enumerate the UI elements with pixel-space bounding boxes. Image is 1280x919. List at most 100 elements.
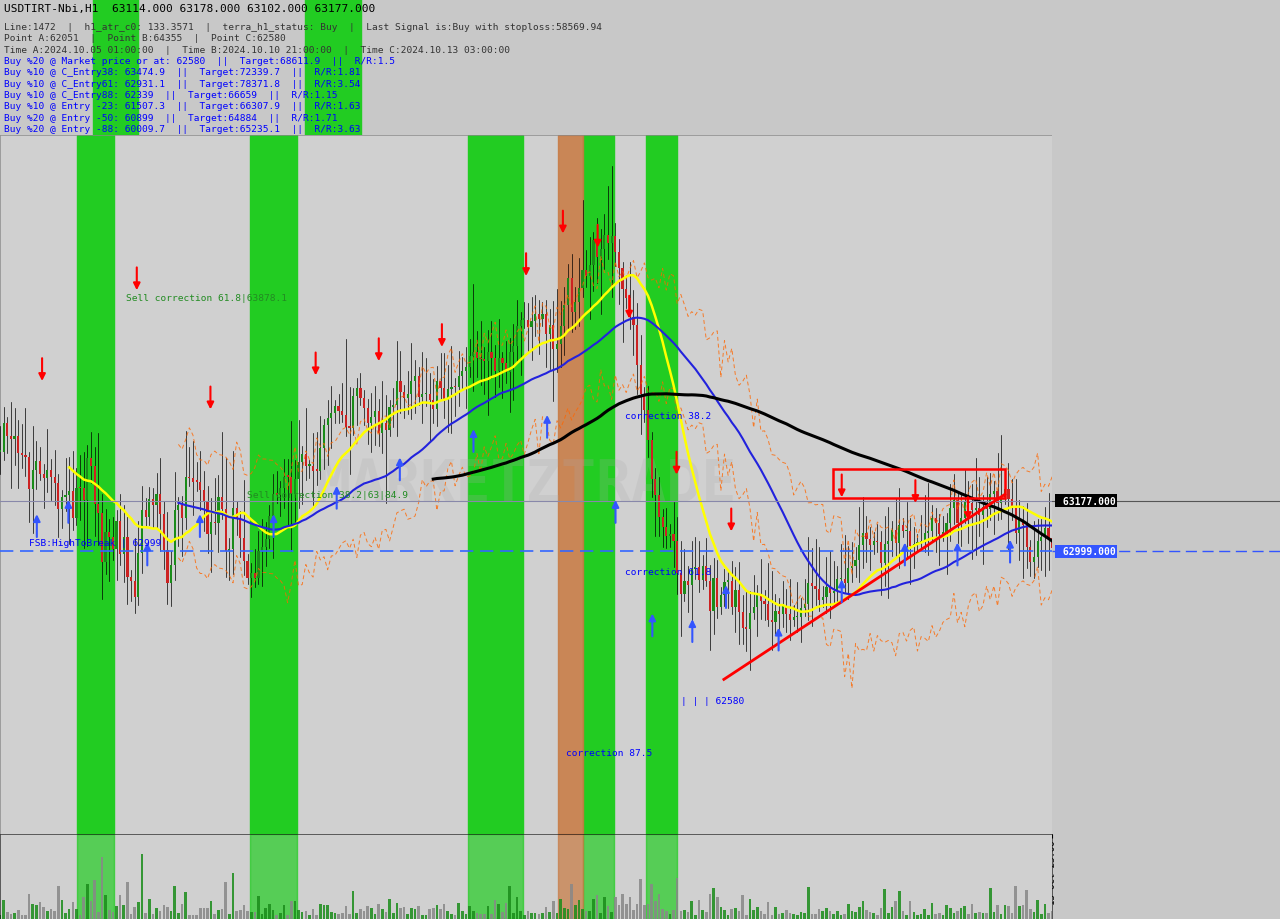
Bar [315,915,317,919]
Bar [727,580,730,582]
Bar [61,498,63,509]
Bar [38,461,41,474]
Bar [119,895,122,919]
Bar [719,596,722,607]
Bar [759,911,762,919]
Bar [319,904,321,919]
Bar [666,528,667,537]
Bar [3,900,5,919]
Bar [891,531,893,541]
Bar [93,467,96,505]
Bar [206,502,209,535]
Bar [680,912,682,919]
Bar [352,396,355,428]
Bar [636,325,639,366]
Bar [407,914,410,919]
Bar [170,911,173,919]
Bar [137,553,140,597]
Bar [293,901,296,919]
Bar [202,908,205,919]
Bar [964,502,966,518]
Bar [840,915,842,919]
Bar [869,912,872,919]
Bar [366,905,369,919]
Bar [1047,913,1050,919]
Bar [581,910,584,919]
Bar [895,531,897,543]
Bar [133,582,136,597]
Bar [123,904,125,919]
Bar [86,884,88,919]
Bar [654,480,657,495]
Bar [826,587,828,597]
Bar [723,910,726,919]
Bar [582,136,614,834]
Bar [978,913,980,919]
Bar [822,597,824,600]
Bar [883,890,886,919]
Bar [111,912,114,919]
Bar [690,901,692,919]
Bar [516,327,518,347]
Bar [709,581,710,611]
Text: Target100: 64884  ||  Target 161: 66307.9  ||  Target 261: 68611.9  ||  Target 4: Target100: 64884 || Target 161: 66307.9 … [4,136,860,145]
Bar [520,912,522,919]
Bar [996,492,998,503]
Bar [879,543,882,563]
Bar [101,514,102,562]
Bar [763,914,765,919]
Bar [611,237,613,244]
Bar [614,237,617,253]
Bar [224,881,227,919]
Bar [927,914,929,919]
Bar [32,471,33,490]
Bar [577,900,580,919]
Bar [228,549,230,551]
Bar [923,910,925,919]
Text: FSB:HighToBreak | 62999: FSB:HighToBreak | 62999 [29,539,161,548]
Bar [1041,538,1042,541]
Bar [127,881,129,919]
Bar [559,326,562,345]
Bar [541,315,544,319]
Bar [458,376,460,388]
Bar [694,567,696,569]
Bar [83,489,84,500]
Bar [538,314,540,319]
Bar [247,562,248,578]
Bar [851,566,852,569]
Bar [1011,913,1014,919]
Bar [192,479,195,482]
Bar [982,913,984,919]
Text: Buy %10 @ C_Entry88: 62339  ||  Target:66659  ||  R/R:1.15: Buy %10 @ C_Entry88: 62339 || Target:666… [4,91,338,100]
Bar [407,395,408,398]
Bar [753,910,755,919]
Bar [115,906,118,919]
Bar [899,526,900,543]
Bar [356,913,358,919]
Bar [942,532,945,535]
Bar [46,471,49,479]
Bar [403,392,406,398]
Bar [993,492,995,494]
Bar [36,461,37,471]
Bar [279,913,282,919]
Bar [978,508,980,515]
Bar [646,834,677,919]
Bar [6,913,9,919]
Bar [771,620,773,622]
Bar [261,548,264,551]
Bar [968,913,970,919]
Bar [534,314,536,322]
Bar [508,886,511,919]
Bar [818,589,820,600]
Bar [381,909,384,919]
Bar [716,579,718,607]
Bar [251,834,297,919]
Bar [486,353,489,361]
Bar [429,395,430,401]
Bar [56,886,60,919]
Bar [567,278,570,305]
Bar [530,913,532,919]
Bar [502,359,503,363]
